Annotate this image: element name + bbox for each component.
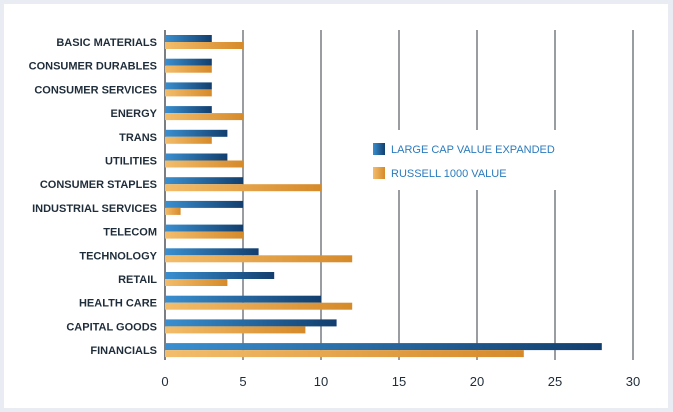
bar-russell — [165, 326, 306, 334]
category-labels: BASIC MATERIALS CONSUMER DURABLES CONSUMER… — [29, 37, 158, 357]
x-tick-label: 15 — [392, 374, 406, 389]
bar-large-cap — [165, 295, 321, 303]
bar-large-cap — [165, 224, 243, 232]
category-label: INDUSTRIAL SERVICES — [32, 203, 157, 215]
category-label: FINANCIALS — [90, 345, 157, 357]
bar-chart: BASIC MATERIALS CONSUMER DURABLES CONSUMER… — [29, 30, 640, 389]
x-tick-label: 5 — [239, 374, 246, 389]
bar-russell — [165, 65, 212, 73]
bar-large-cap — [165, 200, 243, 208]
bar-large-cap — [165, 343, 602, 351]
category-label: CONSUMER DURABLES — [29, 61, 157, 73]
legend: LARGE CAP VALUE EXPANDED RUSSELL 1000 VA… — [366, 130, 576, 190]
category-label: TRANS — [119, 132, 157, 144]
bar-russell — [165, 113, 243, 121]
legend-background — [366, 130, 576, 190]
bar-russell — [165, 42, 243, 49]
bar-large-cap — [165, 319, 337, 327]
bar-large-cap — [165, 153, 228, 161]
gridlines — [164, 30, 634, 360]
category-label: TECHNOLOGY — [79, 250, 157, 262]
category-label: ENERGY — [111, 108, 158, 120]
category-label: CONSUMER STAPLES — [40, 179, 157, 191]
x-tick-label: 25 — [548, 374, 562, 389]
bar-russell — [165, 136, 212, 144]
category-label: CONSUMER SERVICES — [34, 84, 157, 96]
bar-russell — [165, 207, 181, 215]
bar-russell — [165, 160, 243, 168]
x-axis-ticks: 0 5 10 15 20 25 30 — [161, 374, 640, 389]
bar-russell — [165, 89, 212, 97]
legend-swatch-large-cap — [373, 143, 385, 155]
bar-large-cap — [165, 129, 228, 137]
x-tick-label: 30 — [626, 374, 640, 389]
category-label: CAPITAL GOODS — [66, 321, 157, 333]
bar-russell — [165, 184, 321, 192]
legend-swatch-russell — [373, 167, 385, 179]
bar-large-cap — [165, 272, 275, 279]
bar-russell — [165, 255, 353, 263]
bar-large-cap — [165, 82, 212, 90]
category-label: HEALTH CARE — [79, 298, 157, 310]
bars — [165, 35, 602, 358]
bar-large-cap — [165, 58, 212, 66]
bar-russell — [165, 302, 353, 310]
legend-label-large-cap: LARGE CAP VALUE EXPANDED — [391, 144, 555, 156]
x-tick-label: 0 — [161, 374, 168, 389]
bar-large-cap — [165, 177, 243, 185]
category-label: TELECOM — [103, 227, 157, 239]
category-label: RETAIL — [118, 274, 157, 286]
bar-russell — [165, 231, 243, 239]
bar-russell — [165, 279, 228, 286]
x-tick-label: 20 — [470, 374, 484, 389]
bar-large-cap — [165, 35, 212, 42]
bar-large-cap — [165, 106, 212, 114]
x-tick-label: 10 — [314, 374, 328, 389]
bar-large-cap — [165, 248, 259, 256]
legend-label-russell: RUSSELL 1000 VALUE — [391, 168, 507, 180]
category-label: UTILITIES — [105, 156, 157, 168]
category-label: BASIC MATERIALS — [56, 37, 157, 49]
bar-russell — [165, 350, 524, 358]
chart-panel: BASIC MATERIALS CONSUMER DURABLES CONSUMER… — [4, 4, 668, 408]
